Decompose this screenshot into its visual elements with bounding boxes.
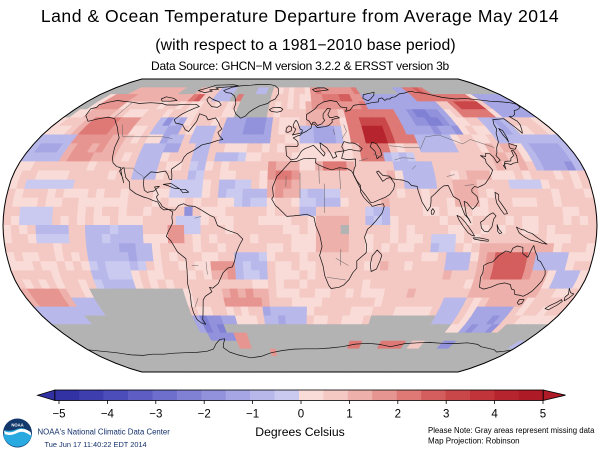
svg-text:−4: −4: [101, 409, 115, 421]
svg-text:1: 1: [346, 409, 352, 421]
svg-text:Land & Ocean Temperature Depar: Land & Ocean Temperature Departure from …: [41, 6, 559, 26]
svg-text:3: 3: [443, 409, 449, 421]
svg-text:5: 5: [540, 409, 546, 421]
svg-text:Tue Jun 17 11:40:22 EDT 2014: Tue Jun 17 11:40:22 EDT 2014: [45, 440, 147, 449]
svg-text:−2: −2: [198, 409, 211, 421]
svg-text:−5: −5: [52, 409, 65, 421]
svg-text:Map Projection: Robinson: Map Projection: Robinson: [428, 437, 520, 446]
svg-text:(with respect to a 1981−2010 b: (with respect to a 1981−2010 base period…: [155, 37, 455, 54]
svg-text:Degrees Celsius: Degrees Celsius: [255, 425, 344, 439]
svg-text:Data Source: GHCN−M version 3.: Data Source: GHCN−M version 3.2.2 & ERSS…: [151, 59, 449, 73]
svg-text:Please Note: Gray areas repres: Please Note: Gray areas represent missin…: [428, 426, 595, 435]
svg-text:−3: −3: [149, 409, 162, 421]
svg-text:NOAA: NOAA: [11, 423, 23, 428]
svg-text:NOAA's National Climatic Data: NOAA's National Climatic Data Center: [38, 428, 171, 437]
svg-text:2: 2: [395, 409, 401, 421]
svg-text:−1: −1: [246, 409, 259, 421]
svg-text:4: 4: [491, 409, 498, 421]
svg-text:0: 0: [298, 409, 304, 421]
